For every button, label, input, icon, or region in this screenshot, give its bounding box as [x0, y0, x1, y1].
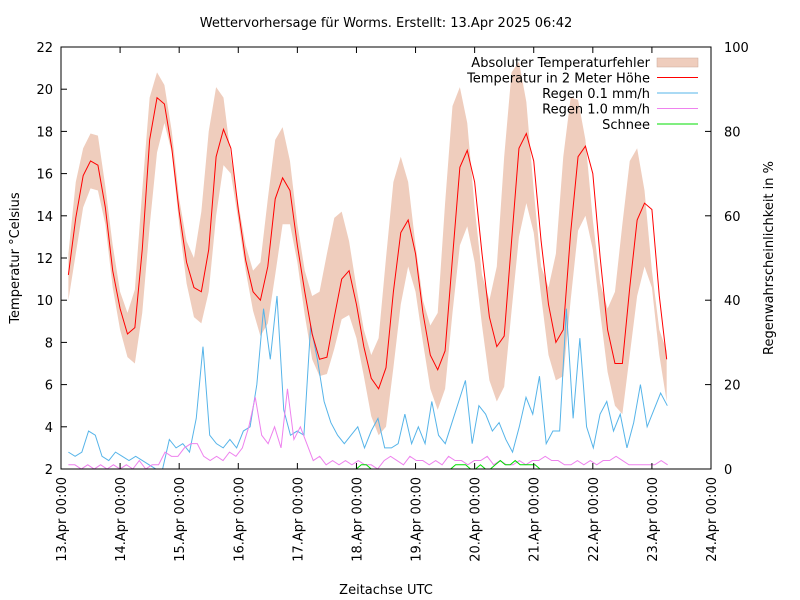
x-tick-label: 20.Apr 00:00 — [469, 477, 484, 562]
legend-label: Regen 1.0 mm/h — [542, 103, 650, 118]
y2-tick-label: 60 — [724, 210, 741, 225]
temperatur-in-2-meter-h-he-line — [67, 96, 668, 390]
temperature-line-layer — [67, 96, 668, 390]
legend-label: Schnee — [602, 118, 650, 133]
legend-label: Regen 0.1 mm/h — [542, 87, 650, 102]
y-tick-label: 12 — [36, 252, 53, 267]
y-tick-label: 4 — [45, 421, 53, 436]
y-tick-label: 20 — [36, 83, 53, 98]
y-tick-label: 16 — [36, 168, 53, 183]
x-tick-label: 21.Apr 00:00 — [528, 477, 543, 562]
y-axis-right: 0 20 40 60 80 100 — [705, 41, 749, 478]
regen-0-1-mm-h-line — [68, 295, 668, 470]
y2-axis-label: Regenwahrscheinlichkeit in % — [762, 161, 777, 355]
y-tick-label: 22 — [36, 41, 53, 56]
y-tick-label: 14 — [36, 210, 53, 225]
y-tick-label: 2 — [45, 463, 53, 478]
x-tick-label: 13.Apr 00:00 — [55, 477, 70, 562]
chart-title: Wettervorhersage für Worms. Erstellt: 13… — [200, 16, 573, 31]
y2-tick-label: 100 — [724, 41, 749, 56]
legend-label: Temperatur in 2 Meter Höhe — [466, 72, 650, 87]
y-axis-label: Temperatur °Celsius — [8, 192, 23, 325]
x-tick-label: 23.Apr 00:00 — [646, 477, 661, 562]
x-tick-label: 22.Apr 00:00 — [587, 477, 602, 562]
temperature-error-band — [68, 61, 667, 436]
x-tick-label: 14.Apr 00:00 — [114, 477, 129, 562]
x-axis: 13.Apr 00:00 14.Apr 00:00 15.Apr 00:00 16.A… — [55, 47, 720, 562]
x-tick-label: 15.Apr 00:00 — [173, 477, 188, 562]
x-tick-label: 24.Apr 00:00 — [705, 477, 720, 562]
y-tick-label: 18 — [36, 125, 53, 140]
y-tick-label: 8 — [45, 336, 53, 351]
x-tick-label: 18.Apr 00:00 — [350, 477, 365, 562]
legend-swatch — [656, 57, 699, 68]
y2-tick-label: 0 — [724, 463, 732, 478]
temperature-error-band-layer — [68, 61, 667, 436]
x-tick-label: 16.Apr 00:00 — [232, 477, 247, 562]
y-tick-label: 6 — [45, 379, 53, 394]
x-axis-label: Zeitachse UTC — [339, 583, 433, 598]
regen-1-0-mm-h-line — [68, 388, 668, 470]
y2-tick-label: 80 — [724, 125, 741, 140]
y-tick-label: 10 — [36, 294, 53, 309]
y2-tick-label: 40 — [724, 294, 741, 309]
y2-tick-label: 20 — [724, 379, 741, 394]
x-tick-label: 19.Apr 00:00 — [410, 477, 425, 562]
x-tick-label: 17.Apr 00:00 — [291, 477, 306, 562]
legend-label: Absoluter Temperaturfehler — [471, 56, 650, 71]
y-axis-left: 2 4 6 8 10 12 14 16 18 20 22 — [36, 41, 67, 478]
